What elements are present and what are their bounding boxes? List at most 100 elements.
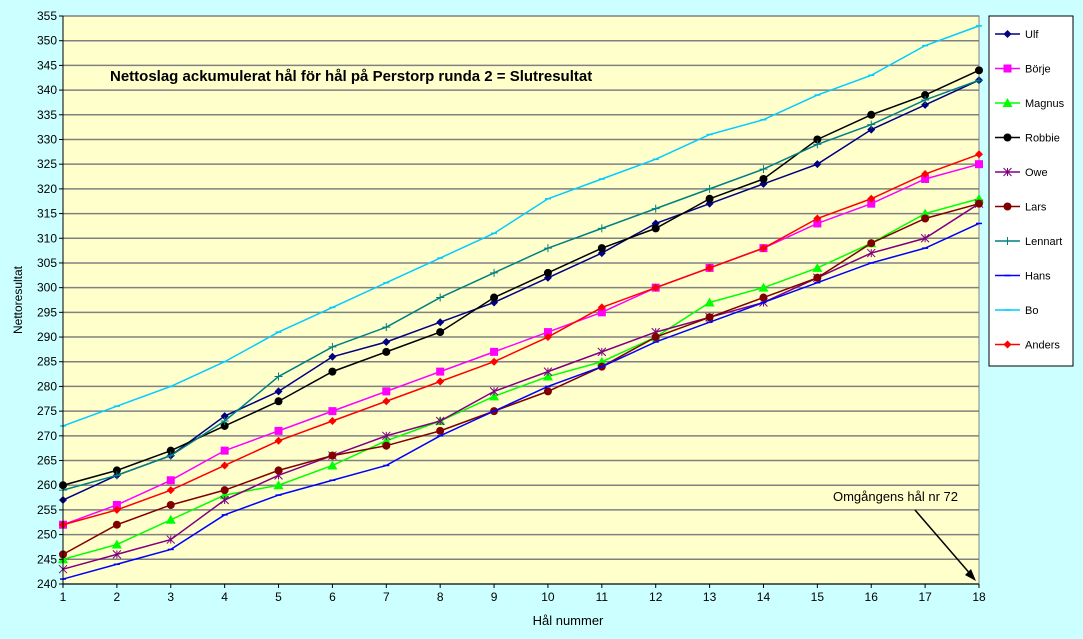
data-point-anders (651, 283, 660, 292)
data-point-lars (921, 214, 930, 223)
data-point-anders (543, 333, 552, 342)
data-point-magnus (489, 391, 500, 401)
legend-label: Lennart (1025, 236, 1062, 248)
data-point-lennart (705, 184, 714, 193)
data-point-ulf (921, 100, 930, 109)
y-tick-label: 320 (37, 182, 57, 196)
data-point-anders (921, 170, 930, 179)
data-point-lars (543, 387, 552, 396)
data-point-lennart (651, 204, 660, 213)
data-point-ulf (274, 387, 283, 396)
data-point-brje (867, 199, 876, 208)
y-tick-label: 245 (37, 552, 57, 566)
y-tick-label: 250 (37, 528, 57, 542)
data-point-brje (382, 387, 391, 396)
series-hans (60, 222, 982, 580)
legend-label: Lars (1025, 202, 1047, 214)
x-tick-label: 15 (811, 590, 825, 604)
x-tick-label: 8 (437, 590, 444, 604)
series-line-magnus (62, 198, 980, 561)
data-point-lennart (975, 76, 983, 85)
legend-marker (1003, 133, 1012, 142)
data-point-brje (274, 426, 283, 435)
legend-label: Bo (1025, 305, 1038, 317)
data-point-lennart (382, 323, 391, 332)
data-point-lennart (274, 372, 283, 381)
legend-item-ulf: Ulf (995, 29, 1039, 41)
series-lennart (59, 76, 983, 495)
legend-label: Börje (1025, 64, 1051, 76)
legend-marker (1003, 237, 1012, 245)
data-point-lars (975, 199, 983, 208)
data-point-lars (759, 293, 768, 302)
data-point-robbie (921, 91, 930, 100)
legend-label: Magnus (1025, 98, 1065, 110)
y-tick-label: 355 (37, 9, 57, 23)
data-point-owe (381, 431, 391, 441)
series-line-ulf (62, 79, 980, 501)
data-point-anders (382, 397, 391, 406)
data-point-lars (328, 451, 337, 460)
data-point-lars (220, 486, 229, 495)
data-point-anders (813, 214, 822, 223)
y-axis-label: Nettoresultat (11, 265, 25, 334)
y-tick-label: 305 (37, 256, 57, 270)
y-tick-label: 275 (37, 404, 57, 418)
data-point-lennart (597, 224, 606, 233)
data-point-brje (490, 347, 499, 356)
data-point-lennart (166, 451, 175, 460)
data-point-robbie (490, 293, 499, 302)
x-tick-label: 18 (972, 590, 986, 604)
data-point-lars (705, 313, 714, 322)
data-point-magnus (812, 262, 823, 272)
legend-item-lennart: Lennart (995, 236, 1062, 248)
plot-area (62, 15, 980, 585)
legend-marker (1003, 30, 1012, 38)
series-line-owe (62, 203, 980, 570)
y-tick-label: 240 (37, 577, 57, 591)
data-point-anders (112, 505, 121, 514)
x-tick-label: 9 (491, 590, 498, 604)
data-point-magnus (327, 460, 338, 470)
annotation-text: Omgångens hål nr 72 (833, 489, 958, 504)
data-point-ulf (382, 337, 391, 346)
series-line-hans (62, 222, 980, 580)
data-point-owe (543, 367, 553, 376)
data-point-robbie (166, 446, 175, 455)
x-tick-label: 4 (221, 590, 228, 604)
y-tick-label: 330 (37, 132, 57, 146)
data-point-lars (867, 239, 876, 248)
data-point-lars (112, 520, 121, 529)
data-point-ulf (867, 125, 876, 134)
data-point-robbie (597, 244, 606, 253)
data-point-anders (166, 486, 175, 495)
x-tick-label: 1 (60, 590, 67, 604)
data-point-owe (112, 550, 122, 559)
x-tick-label: 11 (596, 590, 609, 604)
y-tick-label: 260 (37, 478, 57, 492)
y-tick-label: 290 (37, 330, 57, 344)
legend-item-anders: Anders (995, 340, 1060, 352)
y-tick-label: 325 (37, 157, 57, 171)
data-point-anders (274, 436, 283, 445)
data-point-robbie (651, 224, 660, 233)
data-point-anders (220, 461, 229, 470)
data-point-robbie (328, 367, 337, 376)
data-point-robbie (759, 174, 768, 183)
y-tick-label: 270 (37, 429, 57, 443)
data-point-anders (867, 194, 876, 203)
data-point-brje (166, 476, 175, 485)
data-point-ulf (220, 412, 229, 421)
series-line-brje (62, 163, 980, 526)
y-tick-label: 315 (37, 207, 57, 221)
data-point-magnus (596, 356, 607, 366)
data-point-magnus (704, 297, 715, 307)
data-point-lars (274, 466, 283, 475)
data-point-lennart (759, 165, 768, 174)
y-tick-label: 335 (37, 108, 57, 122)
series-anders (59, 150, 983, 529)
legend-label: Ulf (1025, 29, 1039, 41)
data-point-robbie (705, 194, 714, 203)
data-point-lennart (436, 293, 445, 302)
